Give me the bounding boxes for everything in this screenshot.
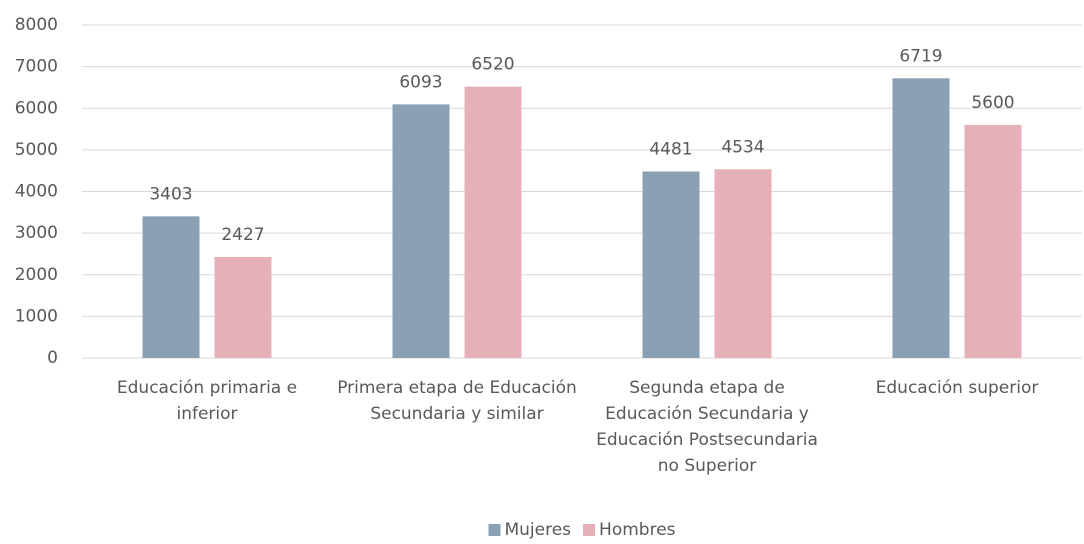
y-tick-label: 3000 xyxy=(15,223,58,243)
y-tick-label: 7000 xyxy=(15,57,58,77)
bar xyxy=(714,169,772,358)
bar xyxy=(892,78,950,358)
legend-swatch xyxy=(488,524,501,536)
bar xyxy=(214,256,272,358)
data-label: 4534 xyxy=(721,137,764,157)
bar xyxy=(464,86,522,358)
y-tick-label: 8000 xyxy=(15,15,58,35)
legend-item: Mujeres xyxy=(488,520,571,540)
data-label: 2427 xyxy=(221,225,264,245)
x-tick-label: Segunda etapa de Educación Secundaria y Ed… xyxy=(596,378,818,476)
data-label: 4481 xyxy=(649,139,692,159)
data-label: 5600 xyxy=(971,93,1014,113)
bar xyxy=(392,104,450,358)
y-tick-label: 1000 xyxy=(15,306,58,326)
legend-label: Hombres xyxy=(599,520,676,540)
x-tick-label: Educación primaria e inferior xyxy=(117,378,297,424)
y-tick-label: 0 xyxy=(47,348,58,368)
bar xyxy=(642,171,700,358)
y-tick-label: 2000 xyxy=(15,265,58,285)
x-tick-label: Primera etapa de Educación Secundaria y s… xyxy=(337,378,577,424)
bar xyxy=(142,216,200,358)
data-label: 6520 xyxy=(471,55,514,75)
bar xyxy=(964,124,1022,359)
data-label: 3403 xyxy=(149,184,192,204)
legend-swatch xyxy=(583,524,596,536)
legend-label: Mujeres xyxy=(504,520,571,540)
y-tick-label: 4000 xyxy=(15,182,58,202)
legend-item: Hombres xyxy=(583,520,676,540)
x-tick-label: Educación superior xyxy=(876,378,1039,398)
data-label: 6093 xyxy=(399,72,442,92)
y-tick-label: 5000 xyxy=(15,140,58,160)
data-label: 6719 xyxy=(899,46,942,66)
y-tick-label: 6000 xyxy=(15,98,58,118)
